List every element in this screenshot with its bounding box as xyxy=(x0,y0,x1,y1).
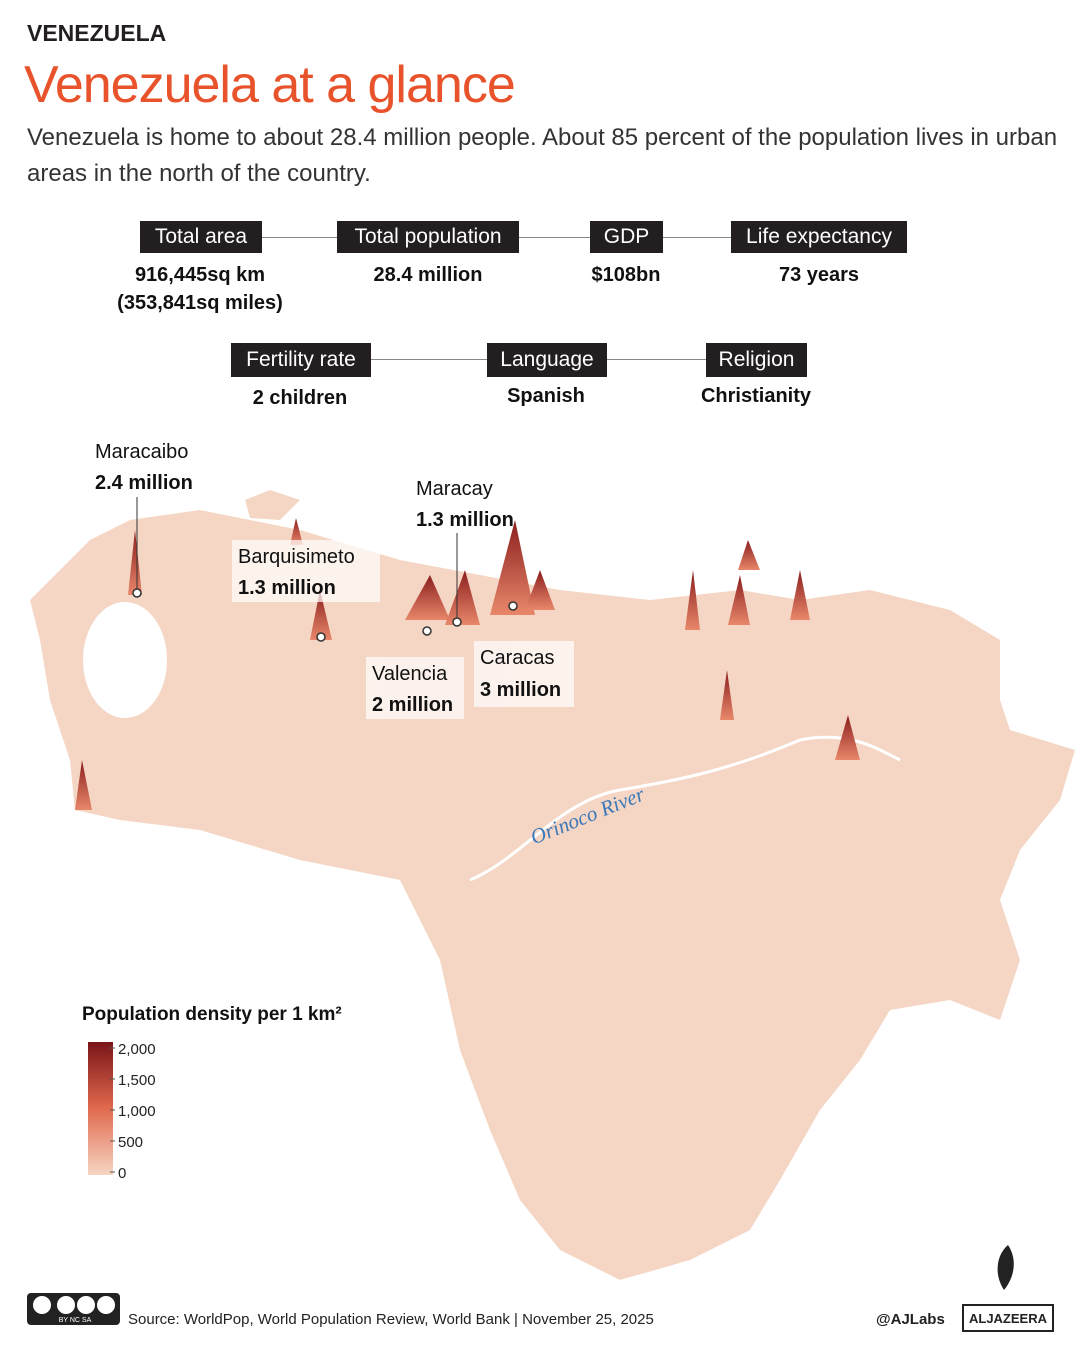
legend-tick-label: 2,000 xyxy=(118,1041,156,1058)
legend-tick-label: 1,500 xyxy=(118,1072,156,1089)
logo: ALJAZEERA xyxy=(969,1311,1048,1326)
logo-box xyxy=(962,1304,1054,1332)
stat-value: $108bn xyxy=(591,264,661,286)
city-population: 1.3 million xyxy=(238,577,336,599)
logo-mark xyxy=(997,1245,1014,1290)
city-population: 2 million xyxy=(372,694,453,716)
label-backgrounds xyxy=(232,540,574,719)
stat-value: Spanish xyxy=(507,385,585,407)
cc-badge: BY NC SA xyxy=(27,1293,120,1325)
city-population: 1.3 million xyxy=(416,509,514,531)
legend-bar xyxy=(88,1042,113,1175)
stat-value: Christianity xyxy=(700,385,812,407)
handle: @AJLabs xyxy=(876,1311,945,1328)
stat-value: (353,841sq miles) xyxy=(117,292,283,314)
title: Venezuela at a glance xyxy=(24,56,516,114)
legend-tick-label: 500 xyxy=(118,1134,143,1151)
lake xyxy=(83,602,167,718)
stat-label: Language xyxy=(487,343,607,377)
stat-label: GDP xyxy=(590,221,663,253)
stat-label: Total area xyxy=(140,221,262,253)
legend-tick-label: 0 xyxy=(118,1165,126,1182)
city-name: Maracay xyxy=(416,478,493,500)
subtitle: Venezuela is home to about 28.4 million … xyxy=(27,124,1058,187)
stat-label: Total population xyxy=(337,221,519,253)
city-name: Valencia xyxy=(372,663,448,685)
city-name: Maracaibo xyxy=(95,441,188,463)
stat-label: Fertility rate xyxy=(231,343,371,377)
stat-label: Religion xyxy=(706,343,807,377)
stat-value: 28.4 million xyxy=(373,264,483,286)
stat-value: 916,445sq km xyxy=(134,264,266,286)
stat-value: 2 children xyxy=(252,387,348,409)
kicker: VENEZUELA xyxy=(27,20,167,46)
stat-label: Life expectancy xyxy=(731,221,907,253)
stat-value: 73 years xyxy=(778,264,860,286)
city-population: 2.4 million xyxy=(95,472,193,494)
legend-title: Population density per 1 km² xyxy=(82,1004,342,1025)
city-population: 3 million xyxy=(480,679,561,701)
spikes xyxy=(75,518,860,810)
island xyxy=(245,490,300,520)
city-name: Barquisimeto xyxy=(238,546,355,568)
city-name: Caracas xyxy=(480,647,554,669)
country xyxy=(30,510,1075,1280)
source: Source: WorldPop, World Population Revie… xyxy=(128,1311,654,1328)
city-dots xyxy=(132,588,518,642)
license: BY NC SA xyxy=(59,1317,92,1324)
legend-tick-label: 1,000 xyxy=(118,1103,156,1120)
